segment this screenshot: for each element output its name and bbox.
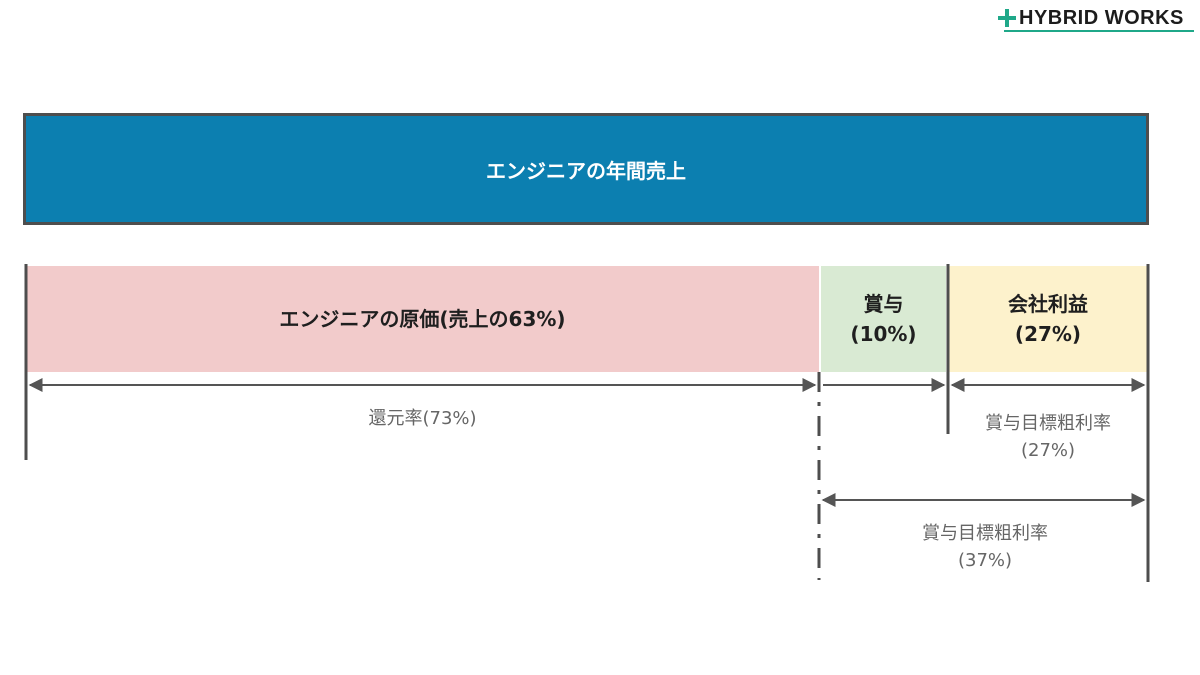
company-profit-segment: 会社利益 (27%): [949, 266, 1147, 372]
company-profit-label: 会社利益: [1008, 292, 1088, 316]
annual-revenue-label: エンジニアの年間売上: [486, 158, 686, 183]
company-profit-percent: (27%): [1014, 322, 1082, 346]
logo-text: HYBRID WORKS: [1019, 7, 1184, 29]
gross-margin-long-label: 賞与目標粗利率 (37%): [820, 520, 1150, 574]
gross-margin-short-label: 賞与目標粗利率 (27%): [948, 410, 1148, 464]
return-rate-label: 還元率(73%): [26, 405, 819, 432]
return-rate-text: 還元率(73%): [368, 408, 477, 429]
gross-margin-long-title: 賞与目標粗利率: [922, 523, 1048, 544]
plus-icon: [998, 9, 1016, 27]
bonus-segment: 賞与 (10%): [821, 266, 946, 372]
bonus-percent: (10%): [850, 322, 917, 346]
engineer-cost-label: エンジニアの原価(売上の63%): [279, 307, 566, 331]
gross-margin-short-title: 賞与目標粗利率: [985, 413, 1111, 434]
logo: HYBRID WORKS: [996, 4, 1184, 32]
bonus-label: 賞与: [863, 292, 904, 316]
gross-margin-long-percent: (37%): [957, 550, 1013, 571]
annual-revenue-bar: エンジニアの年間売上: [23, 113, 1149, 225]
gross-margin-short-percent: (27%): [1020, 440, 1076, 461]
engineer-cost-segment: エンジニアの原価(売上の63%): [26, 266, 819, 372]
logo-underline: [1004, 30, 1194, 32]
